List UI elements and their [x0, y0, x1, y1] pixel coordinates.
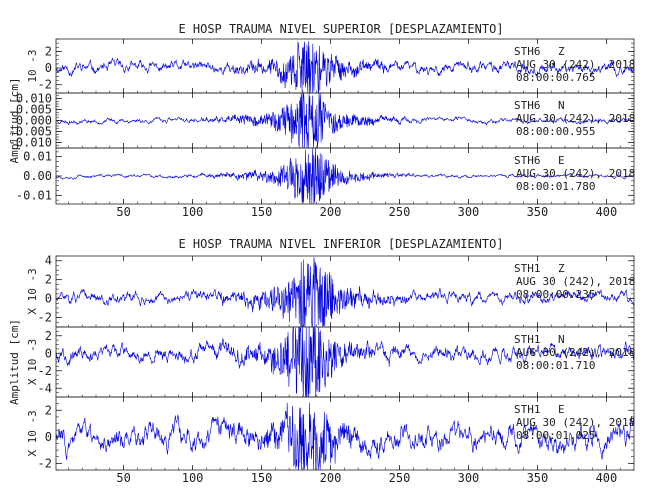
station-label: STH6	[514, 154, 541, 167]
x-tick-label: 250	[389, 471, 411, 485]
y-tick-label: -0.01	[16, 188, 52, 202]
y-tick-label: 2	[45, 273, 52, 287]
panel-frame	[55, 396, 635, 471]
x-tick-label: 350	[527, 205, 549, 219]
station-label: STH6	[514, 99, 541, 112]
component-label: N	[558, 333, 565, 346]
y-tick-label: 0	[45, 292, 52, 306]
chart-inferior: E HOSP TRAUMA NIVEL INFERIOR [DESPLAZAMI…	[8, 237, 635, 485]
chart-title: E HOSP TRAUMA NIVEL INFERIOR [DESPLAZAMI…	[178, 237, 503, 251]
waveform-line	[55, 257, 635, 328]
x-tick-label: 50	[116, 205, 130, 219]
scale-exponent-label: X 10 -3	[26, 410, 39, 456]
y-tick-label: 0.010	[16, 92, 52, 106]
x-tick-label: 200	[320, 205, 342, 219]
station-label: STH1	[514, 403, 541, 416]
x-tick-label: 300	[458, 471, 480, 485]
time-label: 08:00:01.025	[516, 429, 595, 442]
time-label: 08:00:00.235	[516, 288, 595, 301]
x-tick-label: 300	[458, 205, 480, 219]
y-tick-label: 0	[45, 346, 52, 360]
component-label: Z	[558, 45, 565, 58]
component-label: E	[558, 154, 565, 167]
time-label: 08:00:01.710	[516, 359, 595, 372]
waveform-line	[55, 326, 635, 398]
y-tick-label: 2	[45, 329, 52, 343]
chart-title: E HOSP TRAUMA NIVEL SUPERIOR [DESPLAZAMI…	[178, 22, 503, 36]
y-axis-label: Amplitud [cm]	[8, 319, 21, 405]
y-tick-label: -2	[38, 78, 52, 92]
y-tick-label: -4	[38, 381, 52, 395]
date-label: AUG 30 (242), 2018	[516, 346, 635, 359]
waveform-line	[55, 92, 635, 149]
date-label: AUG 30 (242), 2018	[516, 275, 635, 288]
y-tick-label: 2	[45, 403, 52, 417]
y-tick-label: -2	[38, 311, 52, 325]
component-label: E	[558, 403, 565, 416]
station-label: STH6	[514, 45, 541, 58]
component-label: N	[558, 99, 565, 112]
y-axis-label: Amplitud [cm]	[8, 77, 21, 163]
x-tick-label: 150	[251, 471, 273, 485]
scale-exponent-label: X 10 -3	[26, 268, 39, 314]
x-tick-label: 200	[320, 471, 342, 485]
date-label: AUG 30 (242), 2018	[516, 167, 635, 180]
x-tick-label: 350	[527, 471, 549, 485]
x-tick-label: 150	[251, 205, 273, 219]
chart-superior: E HOSP TRAUMA NIVEL SUPERIOR [DESPLAZAMI…	[8, 22, 635, 219]
x-tick-label: 250	[389, 205, 411, 219]
y-tick-label: 0.000	[16, 114, 52, 128]
scale-exponent-label: X 10 -3	[26, 339, 39, 385]
y-tick-label: -2	[38, 364, 52, 378]
time-label: 08:00:01.780	[516, 180, 595, 193]
x-tick-label: 100	[182, 205, 204, 219]
y-tick-label: 0	[45, 61, 52, 75]
x-tick-label: 400	[596, 205, 618, 219]
x-tick-label: 50	[116, 471, 130, 485]
y-tick-label: 2	[45, 44, 52, 58]
y-tick-label: 4	[45, 254, 52, 268]
station-label: STH1	[514, 333, 541, 346]
time-label: 08:00:00.765	[516, 71, 595, 84]
date-label: AUG 30 (242), 2018	[516, 58, 635, 71]
y-tick-label: -2	[38, 456, 52, 470]
y-tick-label: -0.010	[9, 136, 52, 150]
component-label: Z	[558, 262, 565, 275]
waveform-line	[55, 402, 635, 471]
y-tick-label: 0.01	[23, 150, 52, 164]
scale-exponent-label: 10 -3	[26, 49, 39, 82]
station-label: STH1	[514, 262, 541, 275]
waveform-line	[55, 147, 635, 205]
date-label: AUG 30 (242), 2018	[516, 112, 635, 125]
y-tick-label: -0.005	[9, 125, 52, 139]
waveform-line	[55, 41, 635, 94]
y-tick-label: 0	[45, 430, 52, 444]
date-label: AUG 30 (242), 2018	[516, 416, 635, 429]
y-tick-label: 0.00	[23, 169, 52, 183]
x-tick-label: 100	[182, 471, 204, 485]
time-label: 08:00:00.955	[516, 125, 595, 138]
y-tick-label: 0.005	[16, 103, 52, 117]
x-tick-label: 400	[596, 471, 618, 485]
